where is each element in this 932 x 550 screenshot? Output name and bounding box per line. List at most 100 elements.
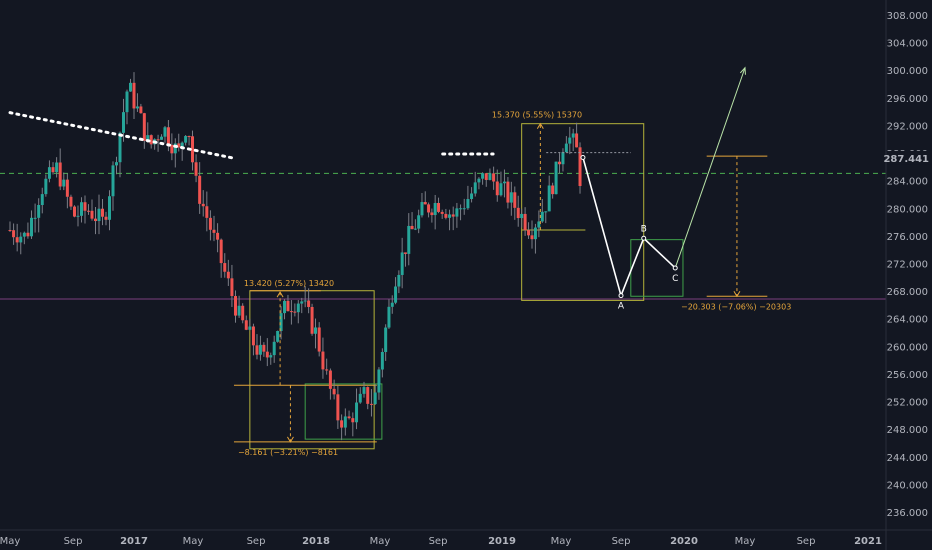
candle-body (30, 217, 34, 237)
candle-body (139, 106, 143, 114)
candle-body (307, 300, 311, 307)
candle-body (561, 152, 565, 165)
candle-body (484, 173, 488, 180)
candle-body (387, 306, 391, 328)
time-tick-label: 2020 (670, 536, 698, 547)
price-tick-label: 300.000 (887, 66, 928, 77)
time-tick-label: Sep (797, 536, 816, 547)
candle-body (513, 192, 517, 208)
candle-body (272, 341, 276, 356)
candle-body (373, 392, 377, 405)
horizontal-lines-layer (0, 172, 886, 300)
candle-body (248, 326, 252, 330)
candle-body (8, 229, 12, 231)
candle-body (310, 306, 314, 334)
time-tick-label: Sep (64, 536, 83, 547)
candle-body (332, 388, 336, 395)
candle-body (328, 370, 332, 389)
candle-body (499, 183, 503, 196)
candle-body (55, 162, 59, 173)
candle-body (568, 137, 572, 144)
candle-body (403, 252, 407, 254)
candle-body (430, 212, 434, 216)
candle-body (173, 143, 177, 154)
candle-body (575, 133, 579, 148)
candle-body (62, 179, 66, 187)
candle-body (226, 271, 230, 279)
candle-body (502, 181, 506, 184)
time-axis-panel[interactable] (0, 530, 932, 550)
candle-body (296, 303, 300, 313)
candle-body (142, 113, 146, 141)
candle-body (223, 263, 227, 272)
wave-start-point[interactable] (580, 155, 586, 161)
wave-label-A: A (618, 302, 625, 312)
candle-body (279, 313, 283, 331)
candle-body (433, 202, 437, 216)
time-tick-label: May (183, 536, 204, 547)
candle-body (219, 239, 223, 264)
candle-body (44, 178, 48, 195)
price-axis-panel[interactable] (886, 0, 932, 530)
candle-body (255, 345, 259, 355)
candle-body (547, 185, 551, 212)
price-tick-label: 264.000 (887, 315, 928, 326)
candle-body (194, 162, 198, 176)
candle-body (191, 136, 195, 163)
candle-body (22, 232, 26, 237)
wave-point-A[interactable] (618, 293, 624, 299)
price-tick-label: 248.000 (887, 425, 928, 436)
projection-arrow-line[interactable] (674, 67, 746, 269)
candle-body (495, 181, 499, 196)
candle-body (289, 311, 293, 313)
price-tick-label: 252.000 (887, 398, 928, 409)
candle-body (69, 196, 73, 207)
price-tick-label: 272.000 (887, 260, 928, 271)
candle-body (397, 274, 401, 287)
candle-body (325, 369, 329, 371)
dotted-trendline[interactable] (8, 111, 236, 160)
candle-body (26, 232, 30, 237)
candle-body (262, 344, 266, 352)
measurement-label-2: −8.161 (−3.21%) −8161 (238, 448, 338, 457)
candle-body (554, 161, 558, 195)
candle-body (216, 232, 220, 240)
candle-body (343, 416, 347, 428)
candle-body (111, 165, 115, 197)
candle-body (537, 221, 541, 228)
candle-body (234, 296, 238, 316)
candle-body (163, 127, 167, 137)
candle-body (358, 393, 362, 403)
candle-body (208, 217, 212, 230)
candle-body (390, 302, 394, 307)
candle-body (94, 218, 97, 222)
candle-body (87, 210, 90, 212)
price-tick-label: 308.000 (887, 11, 928, 22)
candle-body (477, 178, 481, 183)
candle-body (564, 143, 568, 153)
range-box-4[interactable] (630, 239, 684, 297)
candle-body (578, 147, 582, 187)
wave-point-C[interactable] (672, 265, 678, 271)
candle-body (530, 235, 534, 240)
candle-body (212, 229, 216, 233)
candle-body (351, 418, 355, 423)
candle-body (265, 351, 269, 358)
time-tick-label: May (370, 536, 391, 547)
wave-point-B[interactable] (641, 235, 647, 241)
candle-body (104, 216, 108, 220)
candle-body (455, 208, 459, 217)
measurement-label-3: 15.370 (5.55%) 15370 (492, 111, 582, 120)
candle-body (19, 236, 23, 243)
measurement-arrowhead-1 (276, 291, 284, 298)
price-tick-label: 260.000 (887, 342, 928, 353)
abc-correction-path[interactable] (582, 157, 676, 299)
range-box-2[interactable] (304, 383, 383, 440)
time-tick-label: Sep (429, 536, 448, 547)
candle-body (523, 213, 527, 231)
candle-body (300, 301, 304, 304)
candle-body (47, 167, 51, 179)
candle-body (459, 208, 463, 210)
